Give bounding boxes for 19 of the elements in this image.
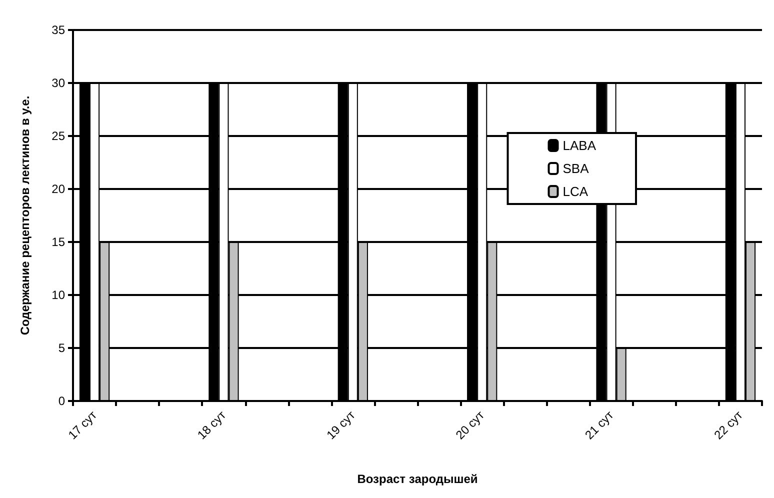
y-tick-label: 20 [52,182,66,196]
y-tick-label: 5 [58,341,66,355]
x-tick-label: 22 сут [711,408,746,442]
y-tick-label: 0 [58,394,66,408]
x-tick-label: 18 сут [194,408,230,442]
legend-label: LABA [562,138,596,153]
y-tick-label: 35 [52,23,66,37]
y-tick-label: 25 [52,129,66,143]
y-tick-label: 10 [52,288,66,302]
x-axis-title: Возраст зародышей [357,472,478,486]
y-tick-label: 30 [52,76,66,90]
x-tick-label: 17 сут [65,408,100,442]
x-tick-label: 20 сут [453,408,488,442]
y-tick-label: 15 [52,235,66,249]
legend-label: SBA [562,161,590,176]
x-tick-label: 21 сут [582,408,617,442]
y-axis-title: Содержание рецепторов лектинов в у.е. [18,96,32,336]
legend-label: LCA [562,184,588,199]
x-tick-label: 19 сут [324,408,358,442]
